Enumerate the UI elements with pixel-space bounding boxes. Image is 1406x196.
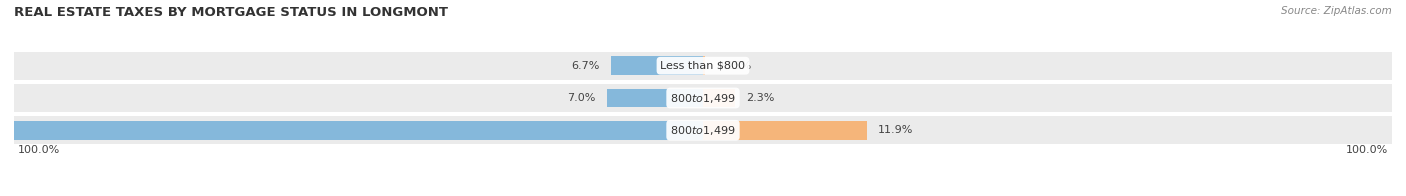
Text: $800 to $1,499: $800 to $1,499: [671, 124, 735, 137]
Text: 0.15%: 0.15%: [716, 61, 751, 71]
Text: 6.7%: 6.7%: [571, 61, 599, 71]
Text: 100.0%: 100.0%: [1346, 145, 1388, 155]
Text: 100.0%: 100.0%: [18, 145, 60, 155]
Bar: [606, 89, 703, 107]
Bar: [610, 56, 703, 75]
Bar: [14, 116, 1392, 144]
Bar: [703, 89, 735, 107]
Bar: [0, 121, 703, 140]
Text: Source: ZipAtlas.com: Source: ZipAtlas.com: [1281, 6, 1392, 16]
Bar: [14, 84, 1392, 112]
Text: 2.3%: 2.3%: [745, 93, 775, 103]
Bar: [703, 121, 868, 140]
Text: Less than $800: Less than $800: [661, 61, 745, 71]
Text: REAL ESTATE TAXES BY MORTGAGE STATUS IN LONGMONT: REAL ESTATE TAXES BY MORTGAGE STATUS IN …: [14, 6, 449, 19]
Bar: [703, 56, 704, 75]
Text: 7.0%: 7.0%: [567, 93, 596, 103]
Text: 11.9%: 11.9%: [877, 125, 914, 135]
Text: $800 to $1,499: $800 to $1,499: [671, 92, 735, 104]
Bar: [14, 52, 1392, 80]
